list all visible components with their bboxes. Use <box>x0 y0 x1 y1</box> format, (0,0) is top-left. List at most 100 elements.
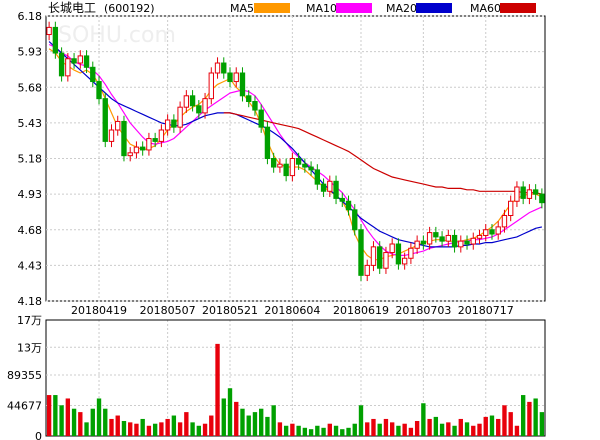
candle-body <box>214 62 221 74</box>
volume-bar <box>408 427 414 436</box>
candle-body <box>520 186 526 199</box>
volume-bar <box>321 427 326 436</box>
volume-bar <box>489 415 495 436</box>
legend-label-ma60: MA60 <box>470 2 501 15</box>
volume-bar <box>202 423 208 436</box>
candle-body <box>146 138 152 151</box>
volume-bar <box>71 408 77 436</box>
volume-plot-frame <box>45 319 546 437</box>
candle-body <box>445 234 452 242</box>
candle-body <box>164 119 171 131</box>
volume-bar <box>128 422 133 436</box>
candle-body <box>83 55 90 68</box>
legend-swatch-ma5 <box>254 3 290 13</box>
candle-body <box>46 26 52 36</box>
candle-body <box>408 247 414 259</box>
volume-bar <box>109 418 114 436</box>
volume-bar <box>296 425 301 436</box>
candle-body <box>227 72 233 83</box>
volume-bar <box>533 398 538 436</box>
candle-body <box>508 200 514 216</box>
candle-body <box>246 95 252 103</box>
candle-body <box>433 232 439 238</box>
volume-bar <box>389 422 395 436</box>
volume-bar <box>283 425 289 436</box>
volume-tick-label: 13万 <box>17 341 42 354</box>
volume-bar <box>103 408 108 436</box>
volume-tick-label: 0 <box>35 430 42 440</box>
candle-body <box>401 257 408 265</box>
candle-body <box>395 243 402 265</box>
price-tick-label: 4.93 <box>18 188 43 201</box>
price-tick-label: 6.18 <box>18 10 43 23</box>
price-tick-label: 5.43 <box>18 117 43 130</box>
volume-bar <box>84 422 89 436</box>
chart-header: 长城电工 (600192) SOHU.com <box>48 1 176 48</box>
candle-body <box>121 120 127 157</box>
candle-body <box>239 72 246 97</box>
volume-bar <box>308 429 314 436</box>
candle-body <box>52 26 59 54</box>
price-tick-label: 5.68 <box>18 81 43 94</box>
volume-bar <box>134 423 139 436</box>
volume-bar <box>290 423 295 436</box>
candle-body <box>501 215 508 228</box>
candle-body <box>183 95 190 108</box>
volume-bar <box>115 415 120 436</box>
candle-body <box>277 163 283 168</box>
volume-bar <box>483 416 488 436</box>
volume-bar <box>377 423 382 436</box>
candle-body <box>358 229 364 276</box>
candle-body <box>270 158 277 168</box>
volume-bar <box>421 403 426 436</box>
candle-body <box>264 126 271 160</box>
volume-bar <box>90 408 95 436</box>
legend-swatch-ma20 <box>416 3 452 13</box>
candle-body <box>314 169 321 185</box>
candle-body <box>221 62 227 74</box>
legend-label-ma20: MA20 <box>386 2 417 15</box>
candle-body <box>370 246 377 266</box>
volume-bar <box>439 423 445 436</box>
candle-body <box>158 129 165 142</box>
date-tick-label: 20180507 <box>140 304 196 317</box>
candle-body <box>532 189 539 195</box>
volume-bar <box>53 395 58 436</box>
candle-body <box>308 166 314 171</box>
volume-bar <box>165 418 170 436</box>
candle-body <box>476 234 483 239</box>
candle-body <box>458 240 464 248</box>
candle-body <box>58 52 65 77</box>
volume-tick-label: 44677 <box>7 400 42 413</box>
candle-body <box>439 236 445 242</box>
legend: MA5 MA10 MA20 MA60 <box>230 2 536 15</box>
legend-label-ma5: MA5 <box>230 2 254 15</box>
volume-bar <box>365 422 370 436</box>
volume-bar <box>433 416 439 436</box>
volume-bar <box>171 415 177 436</box>
volume-bar <box>240 408 245 436</box>
volume-bar <box>458 418 463 436</box>
candle-body <box>65 58 71 77</box>
volume-bar <box>96 398 102 436</box>
volume-bar <box>371 418 376 436</box>
stock-title: 长城电工 <box>48 1 96 15</box>
volume-bar <box>383 418 389 436</box>
price-grid: 6.18 5.93 5.68 5.43 5.18 4.93 4.68 4.43 4.18 <box>18 10 546 436</box>
volume-bar <box>346 427 351 436</box>
date-tick-label: 20180717 <box>458 304 514 317</box>
candle-body <box>139 146 146 151</box>
candle-body <box>152 138 158 142</box>
volume-bar <box>159 422 164 436</box>
candle-body <box>489 229 495 235</box>
volume-bar <box>271 405 276 436</box>
volume-bar <box>302 427 308 436</box>
watermark: SOHU.com <box>58 23 176 48</box>
candle-body <box>233 72 239 83</box>
ma60-line <box>223 112 543 195</box>
candle-body <box>495 226 501 235</box>
candle-body <box>333 180 339 199</box>
candle-body <box>283 163 289 177</box>
volume-bar <box>464 422 470 436</box>
